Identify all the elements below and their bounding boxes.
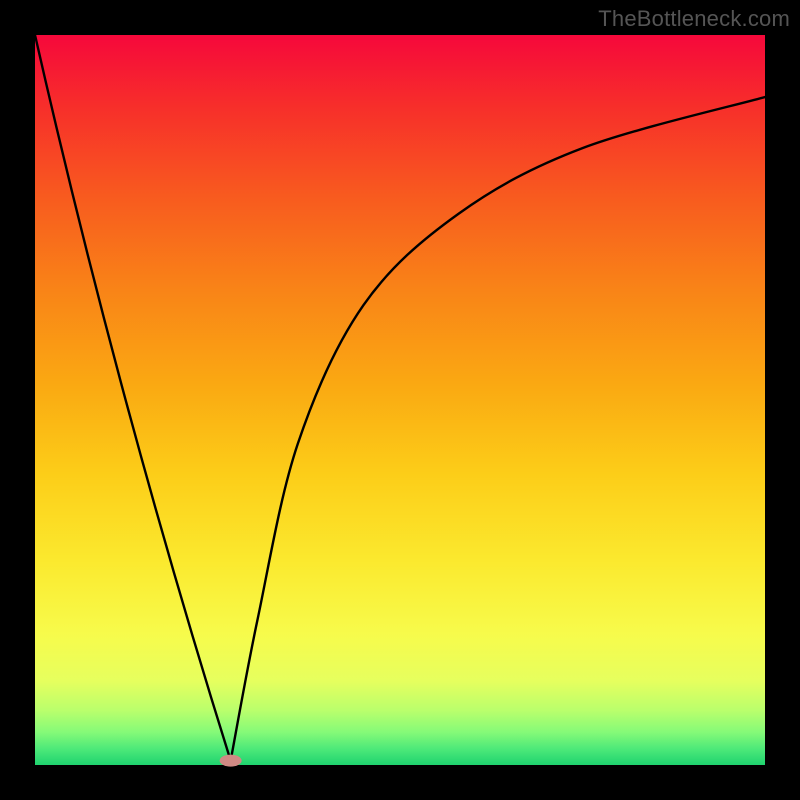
chart-container: TheBottleneck.com (0, 0, 800, 800)
minimum-marker (220, 755, 242, 767)
curve-right-branch (231, 97, 765, 761)
curve-left-branch (35, 35, 231, 761)
chart-svg (0, 0, 800, 800)
watermark-text: TheBottleneck.com (598, 6, 790, 32)
